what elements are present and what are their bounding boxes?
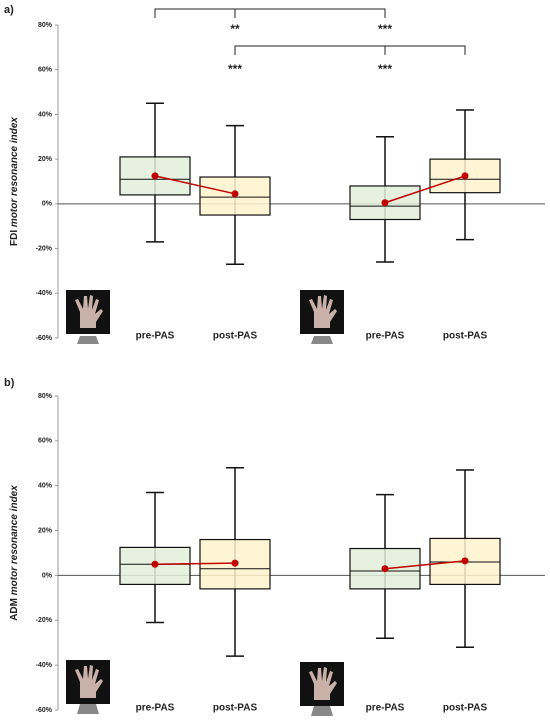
y-axis-label: FDI motor resonance index	[9, 117, 20, 246]
mean-marker	[151, 560, 159, 568]
x-tick-label: pre-PAS	[136, 703, 175, 714]
x-tick-label: post-PAS	[443, 703, 488, 714]
hand-icon	[66, 290, 110, 344]
mean-line	[384, 560, 466, 570]
y-tick-label: 0%	[42, 572, 53, 579]
y-tick-label: 40%	[38, 483, 53, 490]
x-tick-label: pre-PAS	[136, 331, 175, 342]
significance: ***	[378, 62, 392, 76]
x-tick-label: pre-PAS	[366, 331, 405, 342]
y-tick-label: 60%	[38, 438, 53, 445]
y-tick-label: -60%	[36, 707, 53, 714]
y-label-part: motor resonance index	[9, 485, 20, 595]
significance: **	[230, 22, 240, 36]
y-tick-label: 80%	[38, 22, 53, 29]
mean-line	[384, 175, 466, 204]
y-tick-label: 60%	[38, 67, 53, 74]
mean-marker	[381, 199, 389, 207]
mean-marker	[151, 172, 159, 180]
y-tick-label: -60%	[36, 335, 53, 342]
mean-marker	[461, 557, 469, 565]
x-tick-label: post-PAS	[213, 331, 258, 342]
y-tick-label: 40%	[38, 111, 53, 118]
y-tick-label: 0%	[42, 201, 53, 208]
y-tick-label: 20%	[38, 156, 53, 163]
hand-icon	[300, 290, 344, 344]
mean-line	[154, 175, 236, 195]
y-tick-label: 20%	[38, 527, 53, 534]
significance: ***	[228, 62, 242, 76]
panel-label: b)	[4, 377, 15, 389]
y-tick-label: 80%	[38, 393, 53, 400]
mean-marker	[231, 559, 239, 567]
hand-icon	[300, 662, 344, 716]
y-tick-label: -20%	[36, 617, 53, 624]
y-label-part: ADM	[9, 598, 20, 621]
y-label-part: FDI	[9, 230, 20, 246]
y-tick-label: -20%	[36, 245, 53, 252]
y-axis-label: ADM motor resonance index	[9, 485, 20, 621]
y-tick-label: -40%	[36, 290, 53, 297]
mean-line	[154, 562, 236, 565]
mean-marker	[231, 190, 239, 198]
significance-brackets	[154, 8, 466, 55]
x-tick-label: post-PAS	[213, 703, 258, 714]
mean-marker	[461, 172, 469, 180]
y-label-part: motor resonance index	[9, 117, 20, 227]
panel-label: a)	[4, 4, 14, 16]
x-tick-label: pre-PAS	[366, 703, 405, 714]
y-tick-label: -40%	[36, 662, 53, 669]
x-tick-label: post-PAS	[443, 331, 488, 342]
significance: ***	[378, 22, 392, 36]
mean-marker	[381, 565, 389, 573]
hand-icon	[66, 660, 110, 714]
